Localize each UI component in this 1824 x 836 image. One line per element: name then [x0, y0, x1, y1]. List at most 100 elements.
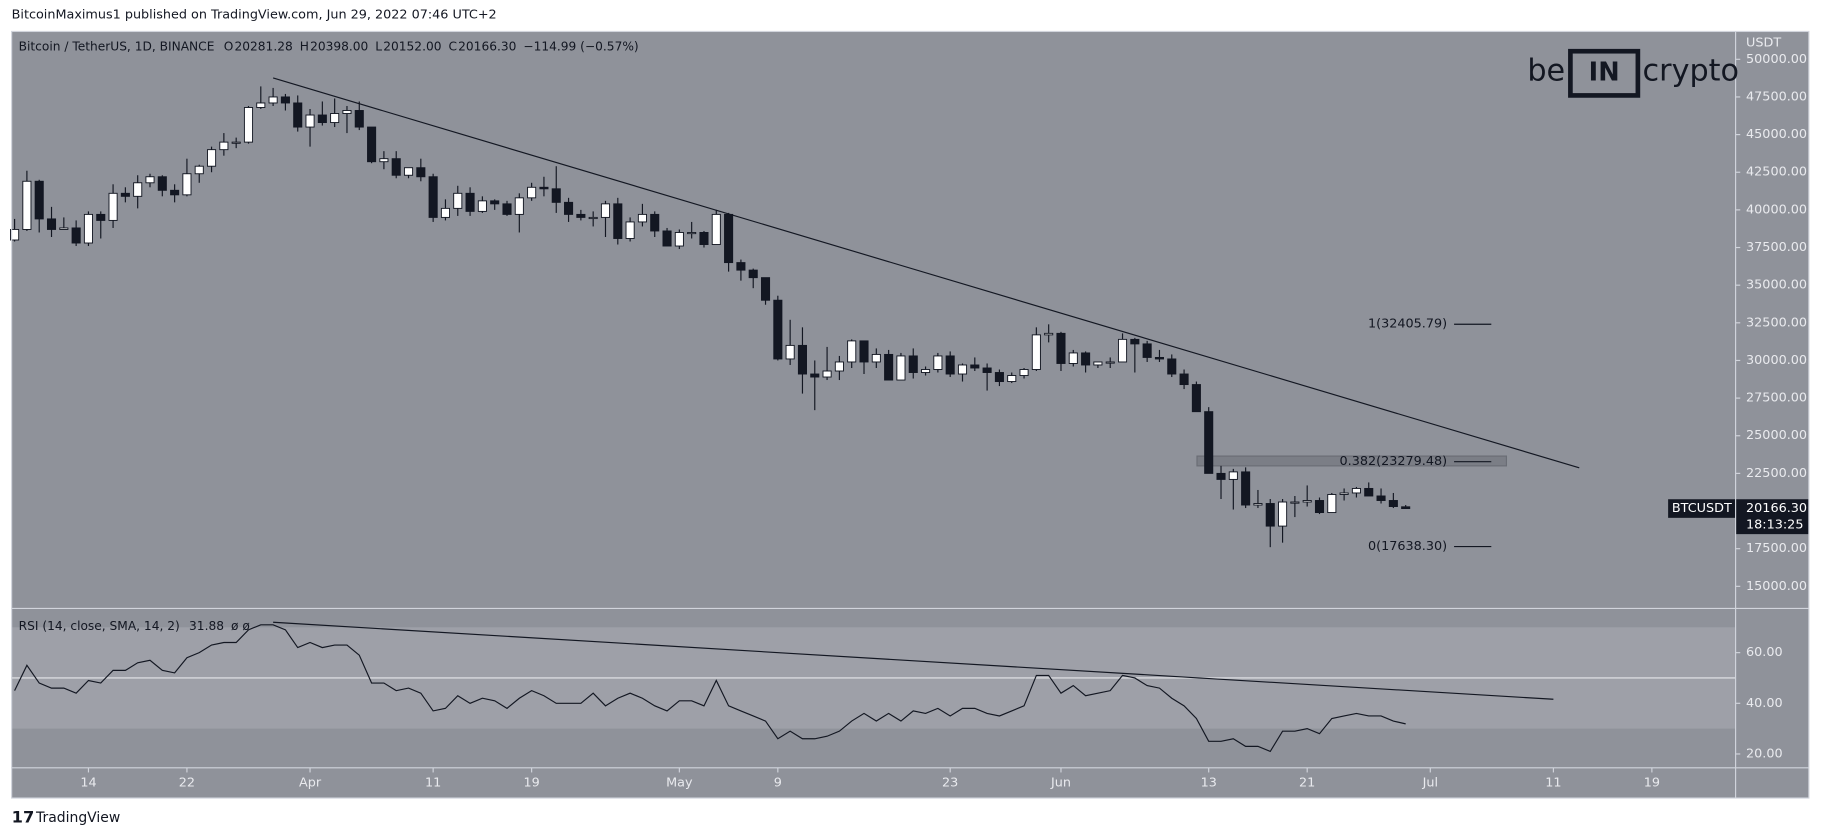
- candle-body: [884, 353, 894, 381]
- candle-body: [120, 192, 130, 197]
- candle-body: [871, 353, 881, 363]
- time-tick-label: 13: [1201, 775, 1217, 790]
- price-tick-label: 15000.00: [1746, 579, 1807, 594]
- candle-body: [317, 114, 327, 124]
- price-tick-label: 25000.00: [1746, 428, 1807, 443]
- candle-body: [403, 167, 414, 176]
- candle-body: [1154, 356, 1164, 360]
- candle-body: [219, 141, 229, 151]
- candle-body: [1339, 492, 1349, 495]
- candle-body: [834, 361, 844, 372]
- symbol-label: BTCUSDT: [1672, 501, 1732, 516]
- candle-body: [736, 262, 746, 271]
- time-tick-label: 14: [80, 775, 96, 790]
- candle-body: [1314, 500, 1325, 514]
- candle-body: [711, 213, 721, 245]
- candle-body: [367, 126, 377, 163]
- candle-body: [379, 158, 389, 163]
- price-tick-label: 42500.00: [1746, 165, 1807, 180]
- candle-body: [908, 355, 918, 373]
- price-tick-label: 50000.00: [1746, 52, 1807, 67]
- candle-body: [1290, 501, 1300, 504]
- ohlc-key: L: [375, 39, 382, 53]
- candle-body: [1351, 487, 1361, 494]
- fib-label: 1(32405.79): [1368, 317, 1447, 332]
- candle-body: [1228, 471, 1238, 480]
- ohlc-key: O: [224, 39, 234, 53]
- candle-body: [133, 182, 143, 197]
- candle-body: [1117, 338, 1128, 363]
- candle-body: [1302, 500, 1312, 503]
- candle-body: [1142, 343, 1152, 358]
- time-tick-label: May: [666, 775, 693, 790]
- logo-mid: IN: [1589, 57, 1620, 87]
- candle-body: [108, 192, 118, 221]
- candle-body: [1241, 471, 1251, 506]
- candle-body: [970, 364, 980, 369]
- ohlc-key: H: [300, 39, 309, 53]
- ohlc-key: C: [448, 39, 457, 53]
- candle-body: [699, 232, 709, 245]
- candle-body: [280, 96, 290, 104]
- candle-body: [662, 230, 672, 247]
- symbol-box: [1668, 499, 1736, 518]
- candle-body: [1093, 361, 1103, 366]
- candle-body: [1364, 487, 1374, 497]
- candle-body: [1167, 358, 1177, 375]
- rsi-tick-label: 40.00: [1746, 696, 1783, 711]
- price-unit: USDT: [1746, 36, 1781, 51]
- time-tick-label: 19: [1644, 775, 1660, 790]
- footer-brand: TradingView: [35, 810, 120, 826]
- candle-body: [59, 227, 69, 230]
- fib-label: 0.382(23279.48): [1340, 454, 1448, 469]
- candle-body: [34, 180, 44, 220]
- candle-body: [1388, 500, 1398, 507]
- candle-body: [797, 344, 807, 375]
- price-tick-label: 17500.00: [1746, 541, 1807, 556]
- candle-body: [305, 114, 315, 128]
- footer: 17 TradingView: [12, 807, 121, 826]
- candle-body: [551, 188, 561, 203]
- candle-body: [256, 102, 266, 108]
- candle-body: [157, 176, 167, 191]
- fib-label: 0(17638.30): [1368, 539, 1447, 554]
- candle-body: [810, 373, 820, 378]
- candle-body: [1265, 503, 1275, 527]
- price-tick-label: 30000.00: [1746, 353, 1807, 368]
- price-tick-label: 22500.00: [1746, 466, 1807, 481]
- rsi-header: RSI (14, close, SMA, 14, 2) 31.88 ø ø: [19, 618, 251, 632]
- candle-body: [145, 176, 155, 184]
- candle-body: [1031, 334, 1041, 370]
- candle-body: [847, 340, 857, 363]
- candle-body: [1068, 352, 1078, 364]
- candle-body: [1191, 384, 1201, 413]
- rsi-tick-label: 60.00: [1746, 645, 1783, 660]
- candle-body: [453, 192, 463, 209]
- last-price-label: 20166.30: [1746, 501, 1807, 516]
- candle-body: [71, 227, 81, 244]
- candle-body: [1216, 472, 1226, 480]
- candle-body: [1044, 332, 1054, 336]
- candle-body: [243, 107, 254, 143]
- candle-body: [1019, 369, 1029, 376]
- ohlc-value: 20281.28: [235, 39, 293, 53]
- time-tick-label: 19: [523, 775, 539, 790]
- last-price-box: [1735, 499, 1809, 535]
- candle-body: [1204, 411, 1214, 474]
- candle-body: [182, 173, 192, 196]
- countdown-label: 18:13:25: [1746, 517, 1803, 532]
- candle-body: [391, 158, 401, 176]
- candle-body: [46, 218, 57, 230]
- rsi-title: RSI (14, close, SMA, 14, 2): [19, 618, 180, 632]
- trendline: [273, 621, 1554, 700]
- rsi-line: [14, 624, 1406, 753]
- candle-body: [502, 203, 512, 215]
- candle-body: [83, 213, 93, 244]
- time-tick-label: Jun: [1050, 775, 1071, 790]
- rsi-extra: ø ø: [231, 618, 250, 632]
- price-tick-label: 27500.00: [1746, 391, 1807, 406]
- candle-body: [1105, 361, 1115, 364]
- candle-body: [293, 102, 303, 128]
- candle-body: [416, 167, 426, 178]
